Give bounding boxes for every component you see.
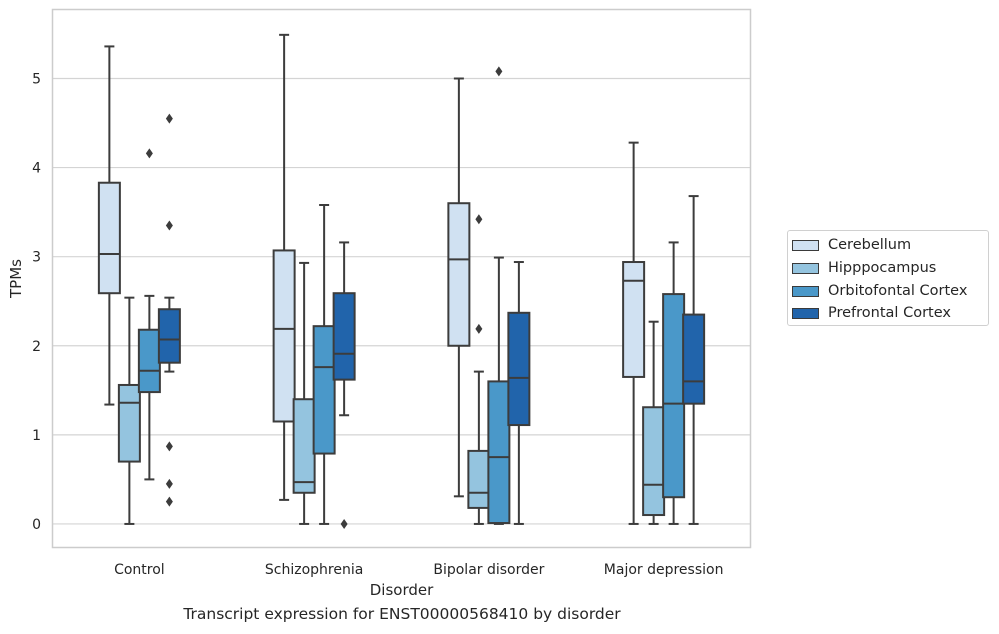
- x-tick-label: Schizophrenia: [265, 562, 363, 578]
- box-prefrontal-cortex-bipolar-disorder: [507, 261, 531, 525]
- box-groups: [97, 33, 706, 529]
- iqr-box: [292, 398, 316, 494]
- box-cerebellum-schizophrenia: [272, 33, 296, 501]
- outlier-point: [165, 478, 173, 489]
- plot-frame: [51, 8, 752, 549]
- y-tick-labels: 0 1 2 3 4 5: [32, 71, 41, 532]
- outlier-point: [475, 214, 483, 225]
- legend-label: Cerebellum: [828, 237, 912, 253]
- y-tick-label: 4: [32, 161, 41, 177]
- legend-item-orbitofrontal-cortex: Orbitofontal Cortex: [792, 281, 967, 301]
- legend-label: Hipppocampus: [828, 260, 937, 276]
- outlier-point: [145, 148, 153, 159]
- iqr-box: [467, 449, 491, 509]
- x-tick-label: Major depression: [604, 562, 724, 578]
- box-prefrontal-cortex-schizophrenia: [332, 241, 356, 529]
- iqr-box: [157, 308, 181, 364]
- outlier-point: [165, 220, 173, 231]
- box-orbitofontal-cortex-bipolar-disorder: [487, 66, 511, 525]
- iqr-box: [117, 383, 141, 463]
- iqr-box: [662, 293, 686, 499]
- outlier-point: [165, 113, 173, 124]
- box-prefrontal-cortex-major-depression: [682, 195, 706, 525]
- iqr-box: [487, 380, 511, 525]
- box-prefrontal-cortex-control: [157, 113, 181, 507]
- iqr-box: [447, 202, 471, 347]
- y-axis-title: TPMs: [7, 259, 25, 299]
- legend-item-prefrontal-cortex: Prefrontal Cortex: [792, 303, 951, 323]
- iqr-box: [622, 261, 646, 378]
- outlier-point: [495, 66, 503, 77]
- y-tick-label: 5: [32, 71, 41, 87]
- box-orbitofontal-cortex-major-depression: [662, 241, 686, 525]
- y-tick-label: 1: [32, 428, 41, 444]
- chart-caption: Transcript expression for ENST0000056841…: [183, 605, 621, 623]
- box-hipppocampus-schizophrenia: [292, 261, 316, 525]
- legend-item-hippocampus: Hipppocampus: [792, 258, 936, 278]
- x-axis-title: Disorder: [370, 581, 434, 599]
- x-tick-label: Control: [114, 562, 165, 578]
- iqr-box: [332, 292, 356, 381]
- y-tick-label: 0: [32, 517, 41, 533]
- box-cerebellum-major-depression: [622, 141, 646, 525]
- outlier-point: [475, 323, 483, 334]
- legend-swatch: [792, 285, 819, 297]
- box-cerebellum-bipolar-disorder: [447, 77, 471, 498]
- iqr-box: [507, 311, 531, 427]
- outlier-point: [165, 441, 173, 452]
- box-hipppocampus-control: [117, 296, 141, 525]
- legend-swatch: [792, 239, 819, 251]
- iqr-box: [272, 249, 296, 423]
- legend-swatch: [792, 262, 819, 274]
- iqr-box: [682, 313, 706, 405]
- iqr-box: [642, 406, 666, 517]
- outlier-point: [340, 518, 348, 529]
- y-tick-label: 3: [32, 250, 41, 266]
- box-orbitofontal-cortex-control: [137, 148, 161, 481]
- x-tick-labels: Control Schizophrenia Bipolar disorder Majo…: [114, 562, 723, 578]
- legend-label: Orbitofontal Cortex: [828, 283, 968, 299]
- legend: Cerebellum Hipppocampus Orbitofontal Cor…: [787, 230, 989, 326]
- box-orbitofontal-cortex-schizophrenia: [312, 204, 336, 525]
- box-cerebellum-control: [97, 45, 121, 406]
- legend-label: Prefrontal Cortex: [828, 305, 951, 321]
- y-tick-label: 2: [32, 339, 41, 355]
- legend-swatch: [792, 307, 819, 319]
- iqr-box: [97, 181, 121, 295]
- outlier-point: [165, 496, 173, 507]
- x-tick-label: Bipolar disorder: [433, 562, 544, 578]
- iqr-box: [137, 328, 161, 394]
- legend-item-cerebellum: Cerebellum: [792, 235, 911, 255]
- iqr-box: [312, 325, 336, 455]
